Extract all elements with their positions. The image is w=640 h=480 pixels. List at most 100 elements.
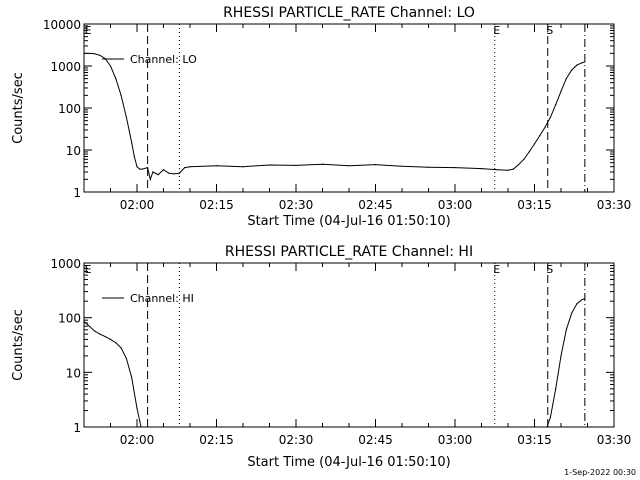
lo-data-point [178, 172, 180, 174]
lo-data-point [215, 165, 218, 167]
lo-data-point [571, 69, 573, 71]
lo-data-point [152, 171, 154, 173]
lo-y-tick-label: 1000 [50, 60, 81, 74]
hi-data-point [576, 303, 578, 305]
hi-series-line [84, 298, 585, 427]
hi-data-point [125, 357, 127, 359]
lo-chart-title: RHESSI PARTICLE_RATE Channel: LO [223, 5, 475, 21]
lo-x-tick-label: 02:45 [358, 198, 393, 212]
lo-data-point [295, 164, 297, 166]
hi-data-point [571, 312, 573, 314]
lo-x-tick-label: 02:00 [120, 198, 155, 212]
hi-data-point [555, 388, 557, 390]
hi-data-point [560, 355, 562, 357]
lo-data-point [321, 163, 324, 165]
lo-data-point [533, 143, 536, 145]
lo-data-point [374, 164, 377, 166]
lo-data-point [549, 116, 552, 118]
lo-data-point [173, 173, 175, 175]
lo-data-point [139, 168, 141, 170]
hi-x-tick-label: 03:15 [517, 433, 552, 447]
lo-data-point [131, 142, 133, 144]
lo-data-point [507, 169, 509, 171]
lo-data-point [427, 166, 430, 168]
lo-data-point [539, 135, 541, 137]
hi-data-point [136, 407, 138, 409]
lo-data-point [401, 165, 403, 167]
hi-x-tick-label: 02:00 [120, 433, 155, 447]
lo-data-point [189, 166, 191, 168]
lo-data-point [88, 52, 90, 55]
lo-data-point [512, 168, 514, 170]
lo-data-point [528, 151, 530, 153]
lo-data-point [544, 126, 546, 128]
hi-event-marker-label: S [546, 263, 553, 276]
hi-plot-frame [83, 262, 615, 428]
hi-data-point [120, 347, 122, 349]
hi-legend-label: Channel: HI [130, 292, 194, 305]
lo-data-point [120, 94, 122, 96]
lo-data-point [157, 174, 159, 176]
hi-x-tick-label: 02:15 [199, 433, 234, 447]
lo-y-tick-label: 10 [66, 144, 81, 158]
lo-data-point [268, 164, 271, 166]
footer-date: 1-Sep-2022 00:30 [564, 468, 636, 477]
lo-data-point [94, 53, 96, 55]
lo-event-marker-label: S [546, 24, 553, 37]
lo-data-point [348, 165, 350, 167]
lo-data-point [162, 169, 165, 171]
hi-data-point [104, 336, 106, 338]
lo-data-point [480, 168, 483, 170]
hi-event-marker-label: E [493, 263, 500, 276]
lo-data-point [523, 158, 525, 160]
hi-data-point [581, 298, 583, 301]
lo-x-tick-label: 02:30 [279, 198, 314, 212]
lo-data-point [136, 166, 138, 168]
hi-data-point [99, 333, 101, 335]
lo-data-point [576, 64, 578, 66]
lo-data-point [581, 62, 583, 64]
lo-event-marker-label: E [85, 24, 92, 37]
hi-data-point [109, 338, 112, 340]
hi-data-point [115, 342, 117, 344]
lo-data-point [168, 172, 170, 174]
lo-y-axis-label: Counts/sec [11, 72, 26, 144]
lo-y-tick-label: 1 [73, 186, 81, 200]
hi-event-marker-label: E [85, 263, 92, 276]
hi-y-tick-label: 10 [66, 366, 81, 380]
hi-y-tick-label: 1000 [50, 257, 81, 271]
lo-data-point [584, 61, 586, 63]
hi-x-tick-label: 03:00 [438, 433, 473, 447]
hi-data-point [83, 320, 85, 323]
hi-data-point [549, 416, 552, 418]
hi-chart-title: RHESSI PARTICLE_RATE Channel: HI [225, 244, 473, 260]
lo-data-point [133, 155, 135, 158]
lo-data-point [454, 167, 456, 169]
lo-data-point [125, 116, 127, 118]
hi-data-point [94, 330, 96, 332]
lo-legend-label: Channel: LO [130, 53, 197, 66]
lo-data-point [147, 167, 149, 169]
lo-data-point [518, 164, 520, 166]
lo-x-tick-label: 03:00 [438, 198, 473, 212]
hi-data-point [131, 377, 133, 379]
lo-x-axis-label: Start Time (04-Jul-16 01:50:10) [247, 214, 450, 229]
lo-data-point [560, 90, 562, 92]
hi-y-tick-label: 100 [58, 312, 81, 326]
hi-y-tick-label: 1 [73, 421, 81, 435]
hi-x-tick-label: 03:30 [597, 433, 632, 447]
hi-data-point [88, 325, 90, 327]
lo-data-point [141, 168, 143, 170]
lo-data-point [555, 104, 557, 106]
lo-data-point [109, 65, 112, 67]
hi-data-point [565, 329, 567, 331]
lo-y-tick-label: 100 [58, 102, 81, 116]
lo-data-point [149, 178, 151, 180]
lo-series-line [84, 52, 585, 182]
hi-x-tick-label: 02:30 [279, 433, 314, 447]
hi-data-point [139, 420, 141, 422]
lo-x-tick-label: 03:30 [597, 198, 632, 212]
hi-y-axis-label: Counts/sec [11, 309, 26, 381]
hi-x-axis-label: Start Time (04-Jul-16 01:50:10) [247, 455, 450, 470]
